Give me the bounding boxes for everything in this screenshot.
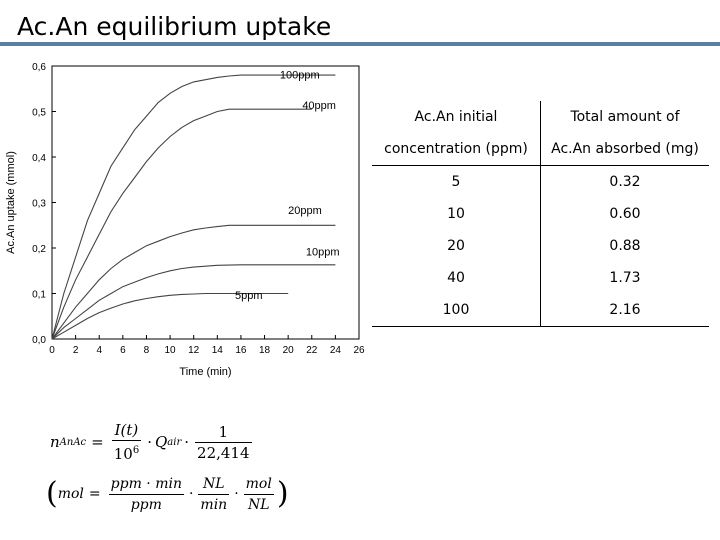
- table-cell: 1.73: [609, 270, 641, 286]
- table-row: 5 0.32: [372, 165, 709, 198]
- table-cell: 0.88: [609, 238, 641, 254]
- formula-equals: =: [91, 433, 104, 451]
- y-tick-label: 0,2: [32, 244, 46, 255]
- x-tick-label: 2: [73, 345, 79, 356]
- table-cell: 40: [372, 262, 541, 294]
- uptake-table: Ac.An initial Total amount of concentrat…: [372, 101, 709, 327]
- formula-units-den-2: min: [200, 496, 228, 513]
- formula-num-1: I(t): [111, 420, 142, 441]
- slide-title: Ac.An equilibrium uptake: [17, 12, 332, 41]
- formula-paren-close: ): [276, 476, 289, 511]
- formula-den-1-base: 10: [113, 445, 133, 463]
- formula-units-lhs: mol: [57, 486, 84, 502]
- x-tick-label: 24: [330, 345, 342, 356]
- table-row: 40 1.73: [372, 262, 709, 294]
- x-tick-label: 8: [144, 345, 150, 356]
- series-line: [51, 74, 336, 340]
- table-cell: 0.60: [609, 206, 641, 222]
- series-label: 5ppm: [235, 290, 263, 302]
- y-tick-label: 0,6: [32, 62, 46, 73]
- y-tick-label: 0,0: [32, 335, 46, 346]
- x-tick-label: 4: [96, 345, 102, 356]
- y-tick-label: 0,1: [32, 290, 46, 301]
- formula-units-num-3: mol: [243, 474, 274, 495]
- y-tick-label: 0,4: [32, 153, 46, 164]
- formula-num-2: 1: [195, 422, 252, 443]
- formula-dot-2: ·: [184, 433, 190, 451]
- table-header-row: concentration (ppm) Ac.An absorbed (mg): [372, 133, 709, 166]
- y-tick-label: 0,3: [32, 199, 46, 210]
- table-cell: 2.16: [540, 294, 709, 327]
- formula-den-1: 106: [112, 441, 141, 464]
- formula-units-equals: =: [88, 486, 101, 502]
- x-tick-label: 22: [306, 345, 318, 356]
- table-row: 20 0.88: [372, 230, 709, 262]
- x-tick-label: 10: [165, 345, 177, 356]
- table-header-cell: concentration (ppm): [372, 133, 541, 166]
- series-line: [51, 292, 289, 340]
- formula-q: Q: [154, 433, 168, 451]
- formula-units-den-3: NL: [247, 496, 270, 513]
- x-tick-label: 0: [49, 345, 55, 356]
- formula-units-fraction-1: ppm · min ppm: [108, 474, 184, 515]
- formula-den-1-sup: 6: [132, 445, 140, 456]
- table-header-cell: Total amount of: [570, 109, 680, 125]
- series-line: [51, 224, 336, 340]
- series-label: 40ppm: [302, 100, 336, 112]
- formula-q-sub: air: [167, 436, 182, 448]
- y-axis-label: Ac.An uptake (mmol): [5, 151, 17, 254]
- table-cell: 5: [372, 165, 541, 198]
- formula-dot-1: ·: [147, 433, 152, 451]
- table-cell: 0.32: [609, 174, 641, 190]
- y-tick-label: 0,5: [32, 108, 46, 119]
- table-header-cell: Ac.An initial: [372, 101, 541, 133]
- series-label: 10ppm: [306, 247, 340, 259]
- series-line: [51, 108, 312, 340]
- formula-units-dot-1: ·: [188, 486, 194, 502]
- formula-units-den-1: ppm: [130, 496, 162, 513]
- x-tick-label: 18: [259, 345, 271, 356]
- formula-units-fraction-2: NL min: [198, 474, 230, 515]
- x-tick-label: 12: [188, 345, 200, 356]
- table-cell: 100: [372, 294, 541, 327]
- formula-lhs-sub: AnAc: [59, 436, 87, 448]
- x-tick-label: 26: [353, 345, 365, 356]
- formula-units-num-1: ppm · min: [108, 474, 184, 495]
- series-label: 20ppm: [288, 205, 322, 217]
- table-row: 100 2.16: [372, 294, 709, 327]
- table-row: 10 0.60: [372, 198, 709, 230]
- data-table: Ac.An initial Total amount of concentrat…: [372, 101, 709, 327]
- chart-svg: 0 2 4 6 8 10 12 14 16 18 20 22 24 260,00,10,20,30,40,…: [5, 62, 365, 378]
- formula-units-fraction-3: mol NL: [243, 474, 274, 515]
- series-line: [51, 264, 336, 340]
- table-cell: 20: [372, 230, 541, 262]
- x-tick-label: 14: [212, 345, 224, 356]
- formula-units: ( mol = ppm · min ppm · NL min · mol NL …: [46, 470, 289, 518]
- title-divider: [0, 42, 720, 46]
- formula-fraction-1: I(t) 106: [111, 420, 142, 464]
- table-header-cell: Ac.An absorbed (mg): [540, 133, 709, 166]
- table-header-row: Ac.An initial Total amount of: [372, 101, 709, 133]
- formula-lhs: n: [50, 433, 60, 451]
- x-tick-label: 6: [120, 345, 126, 356]
- series-label: 100ppm: [280, 70, 320, 82]
- table-cell: 10: [372, 198, 541, 230]
- uptake-chart: 0 2 4 6 8 10 12 14 16 18 20 22 24 26 0,0 0,1 0,2 0,3 0,4 0,…: [0, 56, 370, 386]
- x-tick-label: 20: [283, 345, 295, 356]
- formula-units-dot-2: ·: [234, 486, 239, 502]
- x-axis-label: Time (min): [179, 366, 231, 378]
- formula-den-2: 22,414: [197, 443, 250, 462]
- formula-units-num-2: NL: [198, 474, 230, 495]
- formula-paren-open: (: [46, 476, 58, 511]
- x-tick-label: 16: [235, 345, 247, 356]
- formula-fraction-2: 1 22,414: [195, 422, 252, 463]
